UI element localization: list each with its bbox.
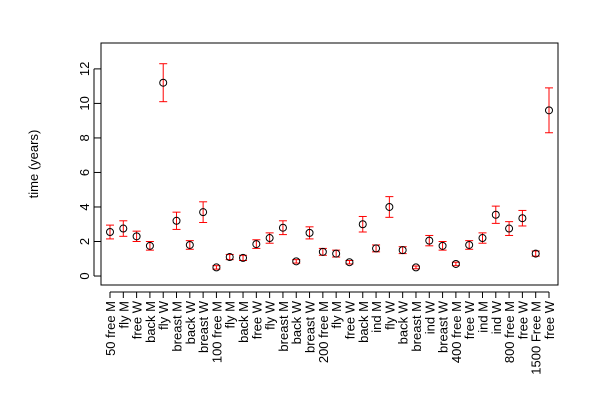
error-bar — [159, 63, 168, 103]
x-tick-label: free W — [130, 300, 145, 339]
point — [239, 253, 248, 262]
point — [345, 258, 354, 267]
point — [425, 236, 434, 245]
error-bar — [411, 265, 420, 270]
point — [305, 228, 314, 237]
error-bar — [106, 224, 114, 240]
point — [398, 246, 407, 255]
point — [212, 263, 221, 272]
y-tick-label: 4 — [77, 203, 92, 210]
point — [491, 210, 500, 219]
point — [252, 240, 261, 249]
x-tick-label: breast W — [303, 300, 318, 353]
error-bar — [438, 241, 447, 251]
error-bar — [172, 211, 181, 230]
x-tick-label: 200 free M — [316, 301, 331, 363]
x-tick-label: 50 free M — [103, 301, 118, 356]
error-bar — [145, 241, 154, 251]
point — [372, 244, 381, 253]
x-tick-label: fly M — [116, 301, 131, 328]
point — [451, 259, 460, 268]
x-tick-label: breast M — [409, 301, 424, 352]
point — [465, 240, 474, 249]
point — [505, 224, 514, 233]
x-tick-label: back M — [143, 301, 158, 343]
y-tick-label: 2 — [77, 238, 92, 245]
point — [531, 249, 540, 258]
error-bar — [385, 196, 394, 218]
y-tick-label: 10 — [77, 96, 92, 110]
x-tick-label: breast W — [196, 300, 211, 353]
point — [106, 228, 114, 237]
point — [225, 253, 234, 262]
x-tick-label: fly M — [329, 301, 344, 328]
point — [278, 223, 287, 232]
point — [292, 257, 301, 266]
point — [145, 241, 154, 250]
x-tick-label: fly W — [263, 300, 278, 330]
y-tick-label: 0 — [77, 272, 92, 279]
x-tick-label: breast M — [276, 301, 291, 352]
x-tick-label: ind M — [369, 301, 384, 333]
x-tick-label: back M — [236, 301, 251, 343]
point — [385, 202, 394, 211]
point — [132, 232, 141, 241]
x-tick-label: breast W — [436, 300, 451, 353]
x-tick-label: free W — [249, 300, 264, 339]
x-tick-label: ind W — [489, 300, 504, 334]
x-tick-label: fly W — [156, 300, 171, 330]
point — [411, 263, 420, 272]
point — [478, 234, 487, 243]
error-bar — [185, 240, 194, 250]
error-bar — [465, 240, 474, 250]
error-bar — [505, 221, 514, 236]
point — [159, 78, 168, 87]
x-tick-label: free W — [462, 300, 477, 339]
y-tick-label: 8 — [77, 134, 92, 141]
plot-box — [100, 42, 559, 286]
x-tick-label: 1500 Free M — [529, 301, 544, 375]
error-bar — [491, 205, 500, 224]
point — [332, 249, 341, 258]
error-bar — [305, 226, 314, 240]
x-tick-label: ind M — [475, 301, 490, 333]
error-bar — [252, 239, 261, 249]
point — [185, 240, 194, 249]
x-tick-label: 100 free M — [209, 301, 224, 363]
point — [318, 247, 327, 256]
x-tick-label: 400 free M — [449, 301, 464, 363]
error-bar — [278, 220, 287, 236]
x-tick-label: breast M — [170, 301, 185, 352]
point — [545, 106, 553, 115]
point — [438, 241, 447, 250]
x-tick-label: ind W — [422, 300, 437, 334]
x-tick-label: back M — [356, 301, 371, 343]
error-bar — [119, 220, 128, 237]
point — [172, 216, 181, 225]
x-tick-label: free W — [542, 300, 557, 339]
y-tick-label: 6 — [77, 169, 92, 176]
error-bar — [199, 201, 208, 224]
x-tick-label: 800 free M — [502, 301, 517, 363]
x-tick-label: free W — [515, 300, 530, 339]
x-tick-label: fly M — [223, 301, 238, 328]
x-tick-label: back W — [396, 300, 411, 344]
x-tick-label: back W — [183, 300, 198, 344]
error-bar — [358, 215, 367, 233]
point — [518, 214, 527, 223]
error-bar — [545, 87, 553, 134]
x-tick-label: fly W — [382, 300, 397, 330]
x-tick-label: back W — [289, 300, 304, 344]
y-axis-label: time (years) — [26, 130, 41, 199]
x-tick-label: free W — [342, 300, 357, 339]
point — [199, 208, 208, 217]
y-tick-label: 12 — [77, 62, 92, 76]
point — [265, 234, 274, 243]
point — [119, 224, 128, 233]
error-bar — [518, 209, 527, 227]
point — [358, 220, 367, 229]
